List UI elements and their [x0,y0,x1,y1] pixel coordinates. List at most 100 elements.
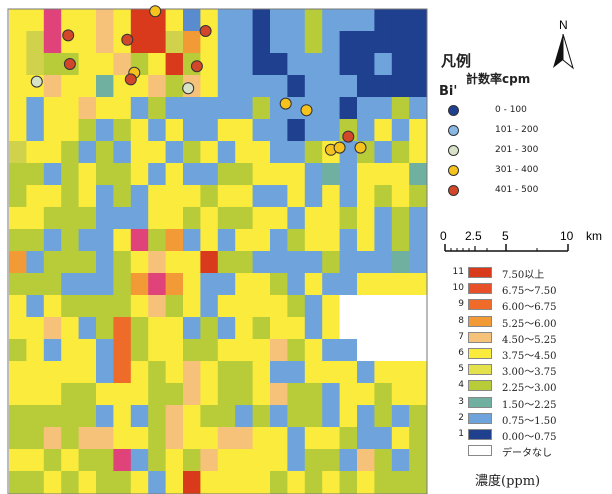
concentration-label: 6.75～7.50 [502,286,557,298]
grid-cell [217,251,236,274]
grid-cell [339,97,358,120]
grid-cell [148,471,167,494]
grid-cell [217,97,236,120]
grid-cell [357,119,375,142]
grid-cell [252,361,271,384]
grid-cell [9,361,27,384]
grid-cell [9,163,27,186]
concentration-label: 6.00～6.75 [502,302,557,314]
grid-cell [78,295,97,318]
concentration-class-number: 7 [458,331,464,342]
grid-cell [183,97,201,120]
grid-cell [78,9,97,32]
grid-cell [270,317,288,340]
grid-cell [61,9,80,32]
grid-cell [357,295,375,318]
grid-cell [148,449,167,472]
grid-cell [217,295,236,318]
legend-subtitle: 計数率cpm [466,72,531,86]
grid-cell [374,9,393,32]
grid-cell [339,405,358,428]
grid-cell [270,361,288,384]
grid-cell [409,229,428,252]
grid-cell [235,427,254,450]
grid-cell [165,31,184,54]
grid-cell [96,229,114,252]
scale-unit: km [586,229,602,243]
grid-cell [322,31,341,54]
grid-cell [357,339,375,362]
grid-cell [26,427,45,450]
grid-cell [26,9,45,32]
grid-cell [409,141,428,164]
grid-cell [183,295,201,318]
grid-cell [287,317,306,340]
grid-cell [357,251,375,274]
grid-cell [374,361,393,384]
grid-cell [148,273,167,296]
grid-cell [9,427,27,450]
concentration-class-number: 1 [458,429,464,439]
grid-cell [217,53,236,76]
grid-cell [200,273,219,296]
grid-cell [322,163,341,186]
grid-cell [270,449,288,472]
grid-cell [200,361,219,384]
grid-cell [374,295,393,318]
grid-cell [183,119,201,142]
grid-cell [374,251,393,274]
grid-cell [374,427,393,450]
grid-cell [43,229,62,252]
grid-cell [252,31,271,54]
grid-cell [217,31,236,54]
grid-cell [26,97,45,120]
grid-cell [357,9,375,32]
grid-cell [165,163,184,186]
concentration-class-number: 9 [458,299,464,310]
grid-cell [287,449,306,472]
grid-cell [357,405,375,428]
grid-cell [391,405,410,428]
grid-cell [304,207,323,230]
grid-cell [165,53,184,76]
grid-cell [409,471,428,494]
grid-cell [322,53,341,76]
grid-cell [339,185,358,208]
grid-cell [374,207,393,230]
grid-cell [61,163,80,186]
grid-cell [270,229,288,252]
grid-cell [217,427,236,450]
grid-cell [130,119,149,142]
grid-cell [9,405,27,428]
grid-cell [113,295,132,318]
grid-cell [304,251,323,274]
grid-cell [287,141,306,164]
grid-cell [287,273,306,296]
grid-cell [26,273,45,296]
grid-cell [235,405,254,428]
grid-cell [43,295,62,318]
grid-cell [252,229,271,252]
grid-cell [78,119,97,142]
grid-cell [235,207,254,230]
sample-point [30,75,43,88]
grid-cell [78,185,97,208]
grid-cell [287,31,306,54]
grid-cell [9,141,27,164]
grid-cell [200,339,219,362]
grid-cell [409,339,428,362]
grid-cell [235,53,254,76]
grid-cell [357,317,375,340]
grid-cell [165,295,184,318]
grid-cell [96,9,114,32]
grid-cell [43,471,62,494]
sample-point [63,58,76,70]
grid-cell [78,339,97,362]
grid-cell [165,361,184,384]
concentration-class-number: 11 [452,267,464,277]
grid-cell [61,383,80,406]
grid-cell [304,427,323,450]
grid-cell [148,229,167,252]
grid-cell [78,427,97,450]
grid-cell [409,449,428,472]
